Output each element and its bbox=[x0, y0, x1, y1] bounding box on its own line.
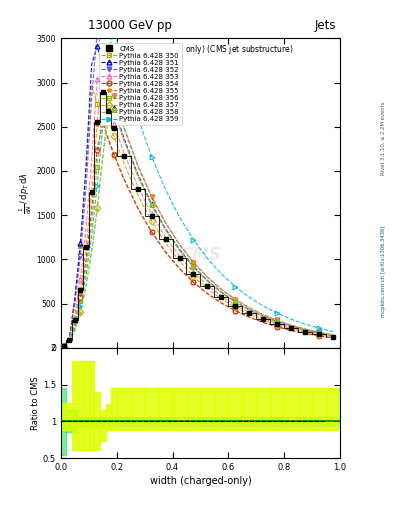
X-axis label: width (charged-only): width (charged-only) bbox=[150, 476, 251, 486]
CMS bbox=[247, 310, 252, 316]
CMS bbox=[177, 255, 182, 261]
Text: 13000 GeV pp: 13000 GeV pp bbox=[88, 19, 172, 32]
CMS bbox=[84, 244, 88, 250]
Text: mcplots.cern.ch [arXiv:1306.3436]: mcplots.cern.ch [arXiv:1306.3436] bbox=[381, 226, 386, 317]
Legend: CMS, Pythia 6.428 350, Pythia 6.428 351, Pythia 6.428 352, Pythia 6.428 353, Pyt: CMS, Pythia 6.428 350, Pythia 6.428 351,… bbox=[99, 43, 182, 125]
Text: Jets: Jets bbox=[314, 19, 336, 32]
CMS bbox=[101, 90, 105, 96]
CMS bbox=[331, 334, 335, 340]
CMS bbox=[275, 321, 279, 327]
CMS bbox=[112, 125, 116, 132]
Y-axis label: $\frac{1}{\mathrm{d}N}\,/\,\mathrm{d}p_T\,\mathrm{d}\lambda$: $\frac{1}{\mathrm{d}N}\,/\,\mathrm{d}p_T… bbox=[17, 172, 34, 214]
Text: Width$\lambda\_1^1$ (charged only) (CMS jet substructure): Width$\lambda\_1^1$ (charged only) (CMS … bbox=[107, 43, 294, 57]
CMS bbox=[289, 325, 294, 331]
Y-axis label: Ratio to CMS: Ratio to CMS bbox=[31, 376, 40, 430]
CMS bbox=[205, 283, 210, 289]
Text: Rivet 3.1.10, ≥ 2.2M events: Rivet 3.1.10, ≥ 2.2M events bbox=[381, 101, 386, 175]
CMS bbox=[67, 337, 72, 343]
Text: CMS: CMS bbox=[180, 246, 221, 264]
CMS bbox=[73, 317, 77, 323]
Line: CMS: CMS bbox=[62, 91, 335, 348]
CMS bbox=[233, 303, 238, 309]
CMS bbox=[303, 328, 307, 334]
CMS bbox=[135, 186, 140, 192]
CMS bbox=[163, 236, 168, 242]
CMS bbox=[261, 316, 266, 322]
CMS bbox=[61, 344, 66, 350]
CMS bbox=[95, 119, 99, 125]
CMS bbox=[106, 108, 111, 114]
CMS bbox=[317, 331, 321, 337]
CMS bbox=[89, 189, 94, 195]
CMS bbox=[149, 214, 154, 220]
CMS bbox=[191, 270, 196, 276]
CMS bbox=[78, 287, 83, 293]
CMS bbox=[121, 153, 126, 159]
CMS bbox=[219, 294, 224, 300]
